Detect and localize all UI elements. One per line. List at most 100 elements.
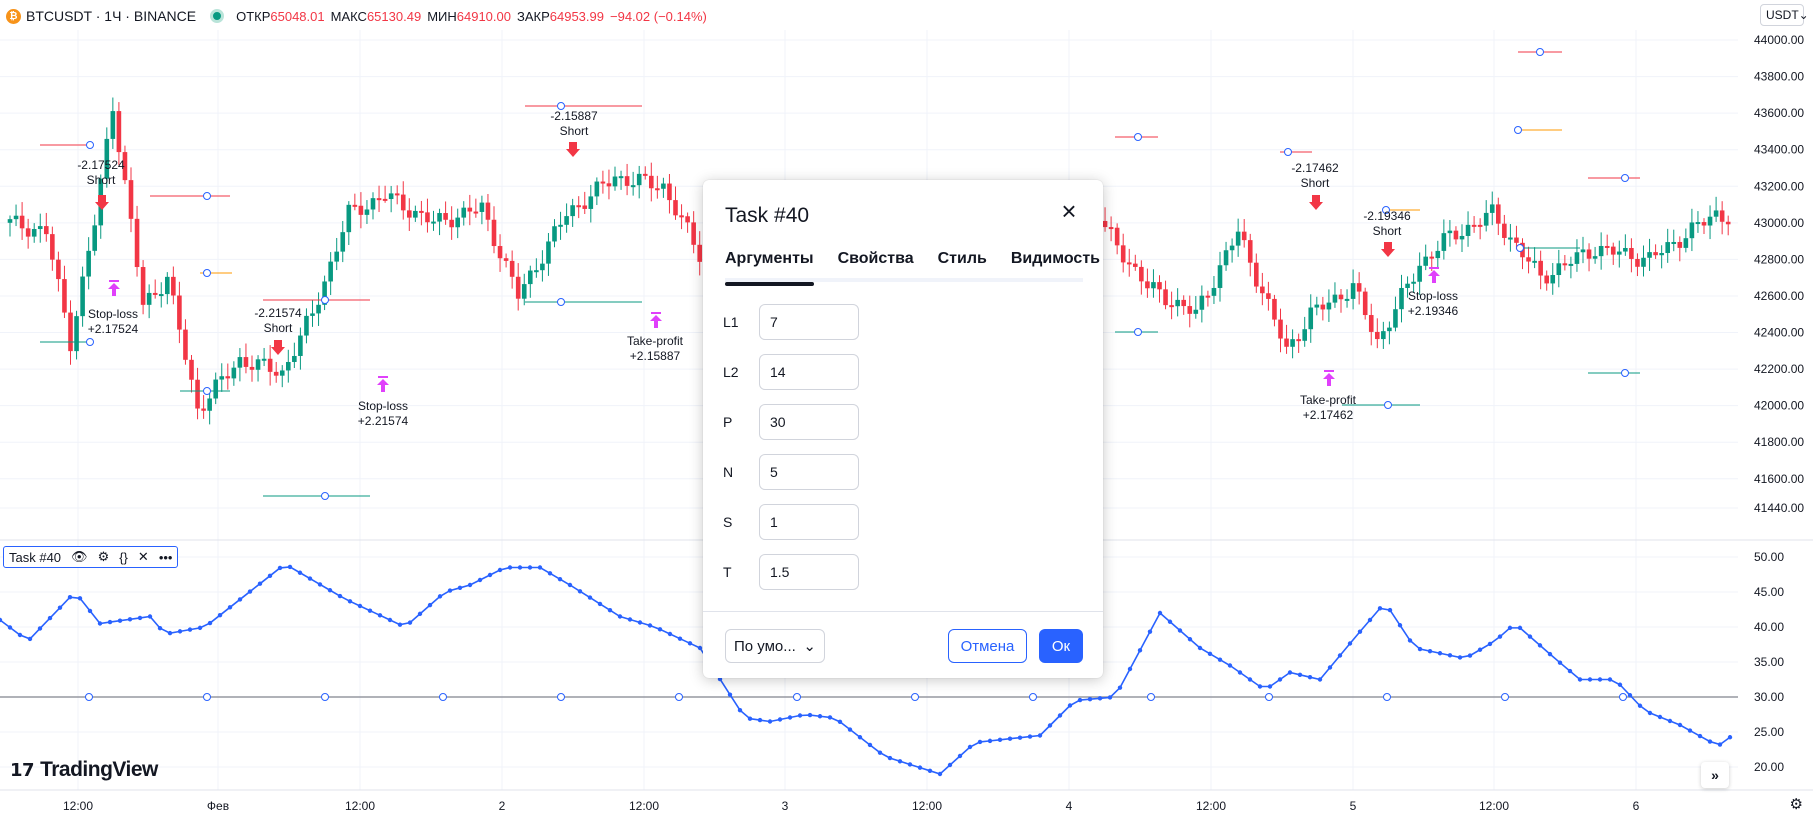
- candle-body: [286, 361, 291, 371]
- ok-button[interactable]: Ок: [1039, 629, 1083, 663]
- candle-body: [594, 181, 600, 197]
- indicator-dot: [997, 737, 1003, 743]
- baseline-markers: [85, 693, 1627, 701]
- defaults-dropdown[interactable]: По умо... ⌄: [725, 629, 825, 663]
- candle-body: [1483, 212, 1489, 226]
- candle-body: [1169, 305, 1174, 308]
- candle-body: [1538, 260, 1543, 276]
- level-marker: [1384, 401, 1392, 409]
- candle-body: [1254, 262, 1259, 287]
- candle-body: [1126, 262, 1132, 265]
- candle-body: [582, 205, 588, 209]
- scroll-to-realtime-button[interactable]: »: [1701, 762, 1729, 788]
- tab-visibility[interactable]: Видимость: [1010, 250, 1100, 267]
- indicator-dot: [1037, 733, 1043, 738]
- candle-body: [13, 215, 19, 220]
- candle-body: [1290, 339, 1295, 347]
- indicator-title[interactable]: Task #40: [9, 549, 62, 565]
- low-label: МИН: [427, 8, 457, 24]
- market-status-icon: [210, 9, 225, 23]
- indicator-tick-label: 30.00: [1754, 690, 1784, 704]
- indicator-tick-label: 20.00: [1754, 760, 1784, 774]
- time-tick-label: 6: [1633, 799, 1640, 813]
- more-icon[interactable]: •••: [158, 549, 173, 565]
- p-input[interactable]: 30: [759, 404, 859, 440]
- indicator-legend[interactable]: Task #40 👁 ⚙ {} ✕ •••: [3, 546, 179, 568]
- indicator-dot: [217, 612, 223, 618]
- indicator-dot: [1667, 718, 1673, 724]
- indicator-dot: [1597, 677, 1603, 682]
- dialog-tabs: Аргументы Свойства Стиль Видимость: [725, 250, 1100, 286]
- tab-style[interactable]: Стиль: [937, 250, 987, 267]
- close-icon[interactable]: ×: [1061, 196, 1077, 226]
- tradingview-logo[interactable]: 𝟭𝟳 TradingView: [10, 758, 158, 782]
- price-tick-label: 41440.00: [1754, 501, 1804, 515]
- candle-body: [642, 173, 648, 176]
- indicator-dot: [1147, 629, 1153, 634]
- tab-arguments[interactable]: Аргументы: [725, 250, 814, 286]
- s-input[interactable]: 1: [759, 504, 859, 540]
- baseline-marker: [911, 693, 919, 701]
- price-tick-label: 42800.00: [1754, 252, 1804, 266]
- candle-body: [1580, 249, 1586, 253]
- symbol-title[interactable]: BTCUSDT · 1Ч · BINANCE: [26, 8, 197, 24]
- indicator-dot: [777, 717, 783, 722]
- candle-body: [122, 152, 128, 181]
- indicator-dot: [837, 719, 843, 725]
- candle-body: [1175, 299, 1180, 307]
- indicator-dot: [317, 582, 323, 587]
- candle-body: [1417, 265, 1422, 282]
- level-marker: [86, 141, 94, 149]
- candle-body: [1241, 231, 1247, 241]
- cancel-button[interactable]: Отмена: [948, 629, 1027, 663]
- indicator-dot: [527, 565, 533, 570]
- n-input[interactable]: 5: [759, 454, 859, 490]
- indicator-dot: [1087, 696, 1093, 702]
- candle-body: [346, 204, 352, 233]
- indicator-dot: [857, 735, 863, 740]
- indicator-dot: [97, 621, 103, 626]
- price-tick-label: 42400.00: [1754, 326, 1804, 340]
- eye-icon[interactable]: 👁: [71, 549, 88, 564]
- candle-body: [292, 355, 297, 362]
- candle-body: [1314, 304, 1320, 308]
- gear-icon[interactable]: ⚙: [1789, 796, 1803, 813]
- l2-input[interactable]: 14: [759, 354, 859, 390]
- field-label-n: N: [723, 464, 734, 480]
- short-arrow: [95, 195, 109, 210]
- annotation-label: Short: [1373, 224, 1402, 238]
- candle-body: [1713, 210, 1719, 217]
- indicator-dot: [1377, 606, 1383, 611]
- annotation-label: -2.17462: [1291, 161, 1339, 175]
- settings-icon[interactable]: ⚙: [97, 549, 110, 564]
- currency-select[interactable]: USDT ⌄: [1760, 4, 1809, 26]
- open-label: ОТКР: [236, 8, 271, 24]
- baseline-marker: [1619, 693, 1627, 701]
- indicator-dot: [1337, 653, 1343, 658]
- candle-body: [1671, 241, 1677, 244]
- candle-body: [1562, 263, 1568, 266]
- candle-body: [624, 176, 630, 186]
- level-marker: [321, 492, 329, 500]
- candle-body: [1368, 315, 1374, 332]
- indicator-dot: [107, 619, 113, 625]
- candle-body: [1532, 260, 1537, 263]
- indicator-dot: [1267, 684, 1273, 689]
- candle-body: [322, 281, 327, 305]
- low-value: 64910.00: [456, 8, 511, 24]
- candle-body: [364, 209, 370, 215]
- candle-body: [165, 276, 170, 295]
- l1-input[interactable]: 7: [759, 304, 859, 340]
- indicator-dot: [1357, 629, 1363, 634]
- source-code-icon[interactable]: {}: [119, 549, 128, 565]
- candle-body: [37, 226, 43, 230]
- close-label: ЗАКР: [516, 8, 550, 24]
- close-icon[interactable]: ✕: [137, 549, 149, 564]
- indicator-dot: [1467, 653, 1473, 658]
- tab-properties[interactable]: Свойства: [837, 250, 914, 267]
- baseline-marker: [557, 693, 565, 701]
- t-input[interactable]: 1.5: [759, 554, 859, 590]
- indicator-dot: [1617, 682, 1623, 687]
- candle-body: [1592, 256, 1598, 259]
- baseline-marker: [321, 693, 329, 701]
